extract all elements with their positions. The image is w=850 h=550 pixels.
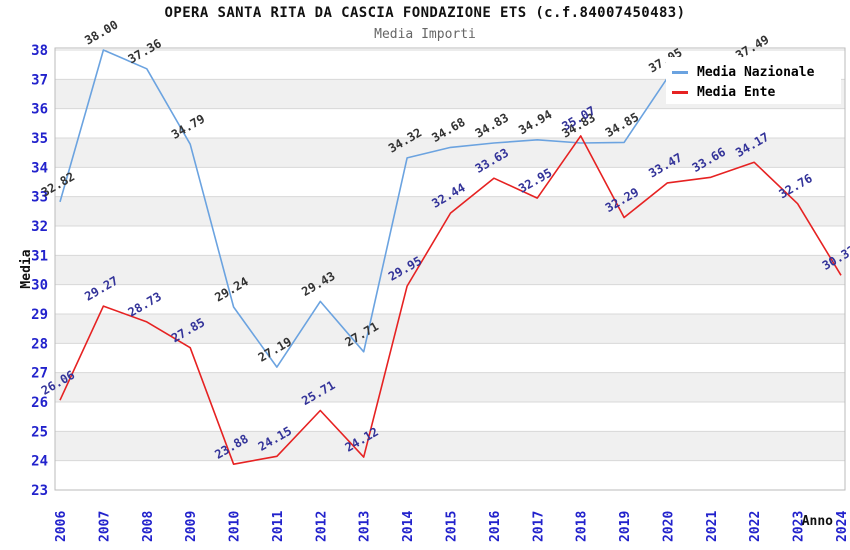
plot-band	[55, 314, 845, 344]
x-tick-label: 2011	[271, 511, 286, 542]
plot-band	[55, 108, 845, 138]
x-tick-label: 2018	[575, 511, 590, 542]
y-tick-label: 35	[31, 131, 48, 147]
media-ente-line-swatch-icon	[672, 90, 688, 94]
media-nazionale-line-swatch-icon	[672, 70, 688, 74]
plot-band	[55, 284, 845, 314]
x-tick-label: 2017	[531, 511, 546, 542]
y-tick-label: 26	[31, 395, 48, 411]
x-tick-label: 2006	[54, 511, 69, 542]
chart-subtitle: Media Importi	[374, 27, 476, 42]
y-tick-label: 23	[31, 483, 48, 499]
plot-band	[55, 167, 845, 197]
x-tick-label: 2008	[141, 511, 156, 542]
plot-band	[55, 372, 845, 402]
y-tick-label: 32	[31, 219, 48, 235]
plot-band	[55, 343, 845, 373]
legend-label-media-nazionale: Media Nazionale	[697, 64, 815, 80]
y-tick-label: 24	[31, 454, 48, 470]
x-tick-label: 2010	[228, 511, 243, 542]
data-label: 38.00	[82, 17, 120, 47]
x-tick-label: 2013	[358, 511, 373, 542]
x-tick-label: 2019	[618, 511, 633, 542]
y-tick-label: 29	[31, 307, 48, 323]
chart-title: OPERA SANTA RITA DA CASCIA FONDAZIONE ET…	[164, 5, 686, 21]
legend-label-media-ente: Media Ente	[697, 84, 776, 100]
y-tick-label: 28	[31, 336, 48, 352]
x-tick-label: 2015	[445, 511, 460, 542]
y-tick-label: 36	[31, 102, 48, 118]
x-tick-label: 2007	[97, 511, 112, 542]
y-tick-label: 38	[31, 43, 48, 59]
x-axis-title: Anno	[802, 514, 833, 529]
plot-band	[55, 196, 845, 226]
x-tick-label: 2024	[835, 511, 850, 542]
x-tick-label: 2014	[401, 511, 416, 542]
y-tick-label: 31	[31, 248, 48, 264]
x-tick-label: 2012	[314, 511, 329, 542]
legend-item-media-nazionale: Media Nazionale	[672, 62, 841, 82]
y-tick-label: 27	[31, 366, 48, 382]
plot-band	[55, 226, 845, 256]
plot-border	[54, 47, 846, 491]
series-line-media-nazionale	[59, 49, 755, 368]
y-tick-label: 34	[31, 160, 48, 176]
x-tick-label: 2023	[792, 511, 807, 542]
legend: Media Nazionale Media Ente	[666, 57, 841, 104]
x-tick-label: 2022	[748, 511, 763, 542]
plot-band	[55, 460, 845, 490]
y-tick-label: 30	[31, 278, 48, 294]
plot-band	[55, 255, 845, 285]
x-tick-label: 2020	[661, 511, 676, 542]
plot-band	[55, 138, 845, 168]
plot-band	[55, 431, 845, 461]
x-tick-label: 2021	[705, 511, 720, 542]
legend-item-media-ente: Media Ente	[672, 82, 841, 102]
y-axis-title: Media	[19, 249, 34, 288]
series-line-media-ente	[59, 135, 842, 466]
x-tick-label: 2016	[488, 511, 503, 542]
y-tick-label: 33	[31, 190, 48, 206]
y-tick-label: 37	[31, 72, 48, 88]
plot-band	[55, 402, 845, 432]
x-tick-label: 2009	[184, 511, 199, 542]
y-tick-label: 25	[31, 424, 48, 440]
